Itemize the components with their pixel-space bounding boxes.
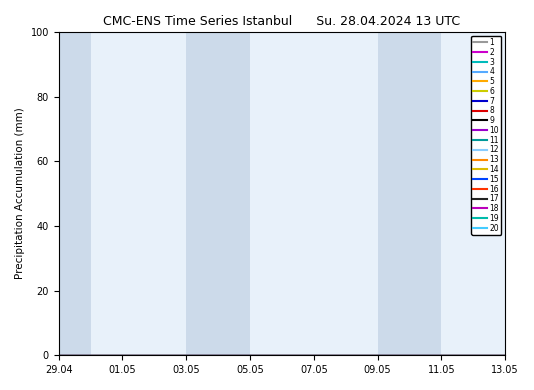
- Legend: 1, 2, 3, 4, 5, 6, 7, 8, 9, 10, 11, 12, 13, 14, 15, 16, 17, 18, 19, 20: 1, 2, 3, 4, 5, 6, 7, 8, 9, 10, 11, 12, 1…: [471, 36, 501, 235]
- Title: CMC-ENS Time Series Istanbul      Su. 28.04.2024 13 UTC: CMC-ENS Time Series Istanbul Su. 28.04.2…: [104, 15, 460, 28]
- Y-axis label: Precipitation Accumulation (mm): Precipitation Accumulation (mm): [15, 108, 25, 280]
- Bar: [186, 32, 250, 355]
- Bar: [59, 32, 91, 355]
- Bar: [378, 32, 442, 355]
